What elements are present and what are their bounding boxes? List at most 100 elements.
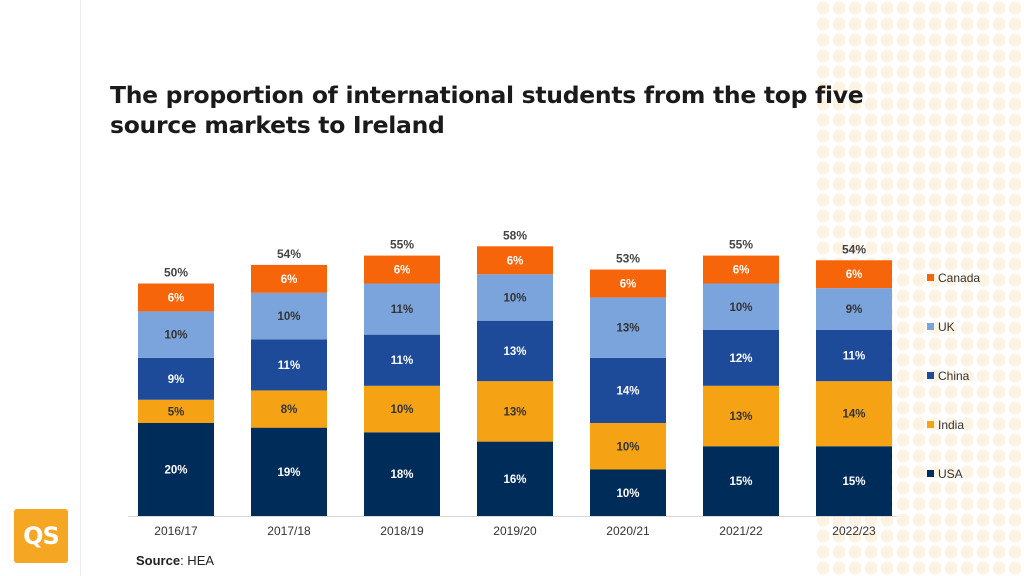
bar-segment-india xyxy=(703,385,779,447)
background-dot xyxy=(864,561,878,575)
background-dot xyxy=(992,417,1006,431)
data-label: 11% xyxy=(391,355,413,367)
x-tick-label: 2017/18 xyxy=(267,524,311,538)
total-label: 58% xyxy=(503,228,527,242)
background-dot xyxy=(1008,289,1022,303)
background-dot xyxy=(912,161,926,175)
background-dot xyxy=(976,97,990,111)
data-label: 10% xyxy=(164,330,187,342)
background-dot xyxy=(928,145,942,159)
background-dot xyxy=(912,401,926,415)
x-tick-label: 2018/19 xyxy=(380,524,424,538)
bar-segment-china xyxy=(251,339,327,391)
data-label: 19% xyxy=(277,467,300,479)
data-label: 10% xyxy=(616,488,639,500)
background-dot xyxy=(816,561,830,575)
background-dot xyxy=(944,449,958,463)
background-dot xyxy=(1008,33,1022,47)
background-dot xyxy=(944,177,958,191)
background-dot xyxy=(944,561,958,575)
background-dot xyxy=(816,65,830,79)
background-dot xyxy=(992,81,1006,95)
data-label: 13% xyxy=(616,323,639,335)
background-dot xyxy=(992,401,1006,415)
background-dot xyxy=(912,33,926,47)
background-dot xyxy=(912,289,926,303)
background-dot xyxy=(816,81,830,95)
background-dot xyxy=(864,65,878,79)
background-dot xyxy=(960,433,974,447)
data-label: 10% xyxy=(729,302,752,314)
background-dot xyxy=(1008,513,1022,527)
background-dot xyxy=(896,481,910,495)
legend-label: USA xyxy=(938,467,963,481)
background-dot xyxy=(1008,17,1022,31)
background-dot xyxy=(832,177,846,191)
bar-segment-india xyxy=(590,423,666,470)
background-dot xyxy=(832,545,846,559)
background-dot xyxy=(896,417,910,431)
background-dot xyxy=(816,177,830,191)
background-dot xyxy=(928,449,942,463)
bar-segment-india xyxy=(251,390,327,428)
background-dot xyxy=(976,161,990,175)
background-dot xyxy=(848,241,862,255)
data-label: 6% xyxy=(846,269,863,281)
background-dot xyxy=(976,241,990,255)
background-dot xyxy=(912,225,926,239)
background-dot xyxy=(912,529,926,543)
background-dot xyxy=(832,161,846,175)
bar-segment-china xyxy=(138,357,214,400)
background-dot xyxy=(912,273,926,287)
background-dot xyxy=(928,49,942,63)
background-dot xyxy=(928,81,942,95)
background-dot xyxy=(816,145,830,159)
background-dot xyxy=(1008,273,1022,287)
background-dot xyxy=(848,49,862,63)
background-dot xyxy=(976,177,990,191)
background-dot xyxy=(912,481,926,495)
background-dot xyxy=(992,465,1006,479)
background-dot xyxy=(912,49,926,63)
background-dot xyxy=(912,129,926,143)
data-label: 10% xyxy=(277,311,300,323)
background-dot xyxy=(928,513,942,527)
bar-segment-china xyxy=(590,357,666,423)
background-dot xyxy=(976,545,990,559)
background-dot xyxy=(864,241,878,255)
bar-segment-usa xyxy=(703,446,779,516)
background-dot xyxy=(848,81,862,95)
background-dot xyxy=(912,545,926,559)
background-dot xyxy=(816,1,830,15)
bar-segment-usa xyxy=(816,446,892,516)
background-dot xyxy=(896,177,910,191)
background-dot xyxy=(960,225,974,239)
background-dot xyxy=(1008,49,1022,63)
source-label: Source xyxy=(136,553,181,568)
background-dot xyxy=(832,209,846,223)
background-dot xyxy=(832,49,846,63)
background-dot xyxy=(864,17,878,31)
background-dot xyxy=(944,33,958,47)
background-dot xyxy=(976,209,990,223)
background-dot xyxy=(880,33,894,47)
qs-logo: QS xyxy=(14,509,68,563)
background-dot xyxy=(960,33,974,47)
background-dot xyxy=(960,1,974,15)
background-dot xyxy=(912,193,926,207)
background-dot xyxy=(880,161,894,175)
x-tick-label: 2020/21 xyxy=(606,524,650,538)
background-dot xyxy=(976,273,990,287)
background-dot xyxy=(848,177,862,191)
background-dot xyxy=(896,465,910,479)
background-dot xyxy=(864,97,878,111)
background-dot xyxy=(912,497,926,511)
background-dot xyxy=(976,513,990,527)
background-dot xyxy=(960,113,974,127)
background-dot xyxy=(976,321,990,335)
background-dot xyxy=(992,289,1006,303)
background-dot xyxy=(928,497,942,511)
background-dot xyxy=(864,225,878,239)
background-dot xyxy=(976,113,990,127)
bar-segment-uk xyxy=(590,297,666,358)
